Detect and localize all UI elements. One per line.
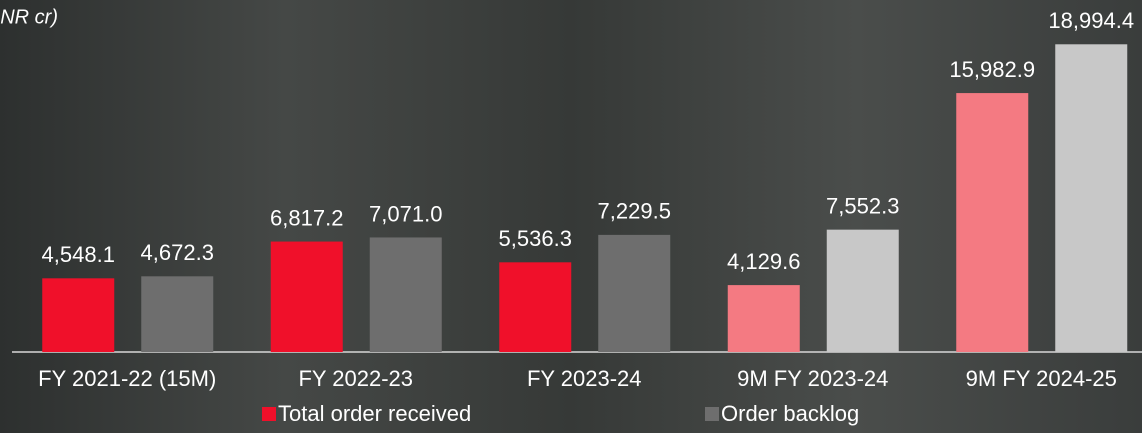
value-label: 6,817.2 [270, 205, 343, 230]
chart: (INR cr) FY 2021-22 (15M) 4,548.1 4,672.3 F… [0, 0, 1142, 433]
bar [141, 276, 213, 352]
bar [271, 242, 343, 352]
bar [827, 230, 899, 352]
value-label: 4,672.3 [141, 240, 214, 265]
value-label: 18,994.4 [1048, 8, 1134, 33]
bar [598, 235, 670, 352]
legend-label: Total order received [278, 401, 471, 426]
x-tick-label: FY 2023-24 [527, 366, 642, 391]
value-label: 15,982.9 [949, 57, 1035, 82]
bar [499, 262, 571, 352]
value-label: 7,229.5 [598, 199, 671, 224]
x-tick-label: 9M FY 2023-24 [737, 366, 888, 391]
legend-swatch [262, 407, 276, 421]
value-label: 4,129.6 [727, 249, 800, 274]
bar [1055, 44, 1127, 352]
value-label: 7,071.0 [369, 201, 442, 226]
bar [42, 278, 114, 352]
x-tick-label: 9M FY 2024-25 [966, 366, 1117, 391]
value-label: 4,548.1 [42, 242, 115, 267]
chart-subtitle: (INR cr) [0, 6, 58, 28]
value-label: 7,552.3 [826, 193, 899, 218]
x-tick-label: FY 2022-23 [298, 366, 413, 391]
page: (INR cr) FY 2021-22 (15M) 4,548.1 4,672.3 F… [0, 0, 1142, 433]
bar [956, 93, 1028, 352]
value-label: 5,536.3 [499, 226, 572, 251]
bar [728, 285, 800, 352]
legend-label: Order backlog [721, 401, 859, 426]
legend-swatch [705, 407, 719, 421]
x-tick-label: FY 2021-22 (15M) [38, 366, 216, 391]
bar [370, 237, 442, 352]
